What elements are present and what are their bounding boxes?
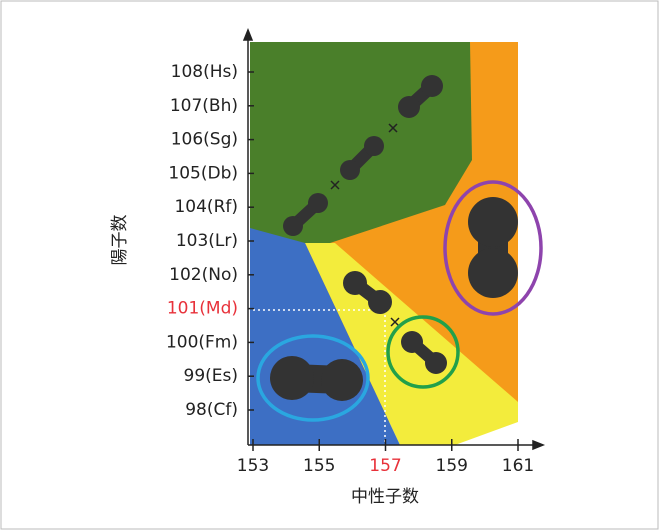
x-tick-label: 153: [237, 456, 269, 476]
y-tick-label: 104(Rf): [174, 197, 238, 217]
x-tick-label: 157: [369, 456, 401, 476]
y-tick-label: 108(Hs): [171, 62, 238, 82]
x-tick-label: 161: [502, 456, 534, 476]
x-axis-label: 中性子数: [351, 487, 419, 507]
x-tick-label: 155: [303, 456, 335, 476]
y-tick-label: 98(Cf): [185, 400, 238, 420]
y-tick-label: 105(Db): [168, 163, 238, 183]
y-tick-label: 106(Sg): [171, 130, 238, 150]
x-tick-label: 159: [436, 456, 468, 476]
y-tick-label: 100(Fm): [166, 332, 238, 352]
y-tick-label: 102(No): [169, 265, 238, 285]
y-axis-label: 陽子数: [110, 215, 130, 266]
y-tick-label: 107(Bh): [170, 96, 238, 116]
diagram: 陽子数 中性子数 108(Hs) 107(Bh) 106(Sg) 105(Db) 104…: [0, 0, 659, 530]
y-tick-label: 99(Es): [184, 366, 239, 386]
y-tick-label: 101(Md): [167, 299, 238, 319]
y-tick-label: 103(Lr): [176, 231, 238, 251]
